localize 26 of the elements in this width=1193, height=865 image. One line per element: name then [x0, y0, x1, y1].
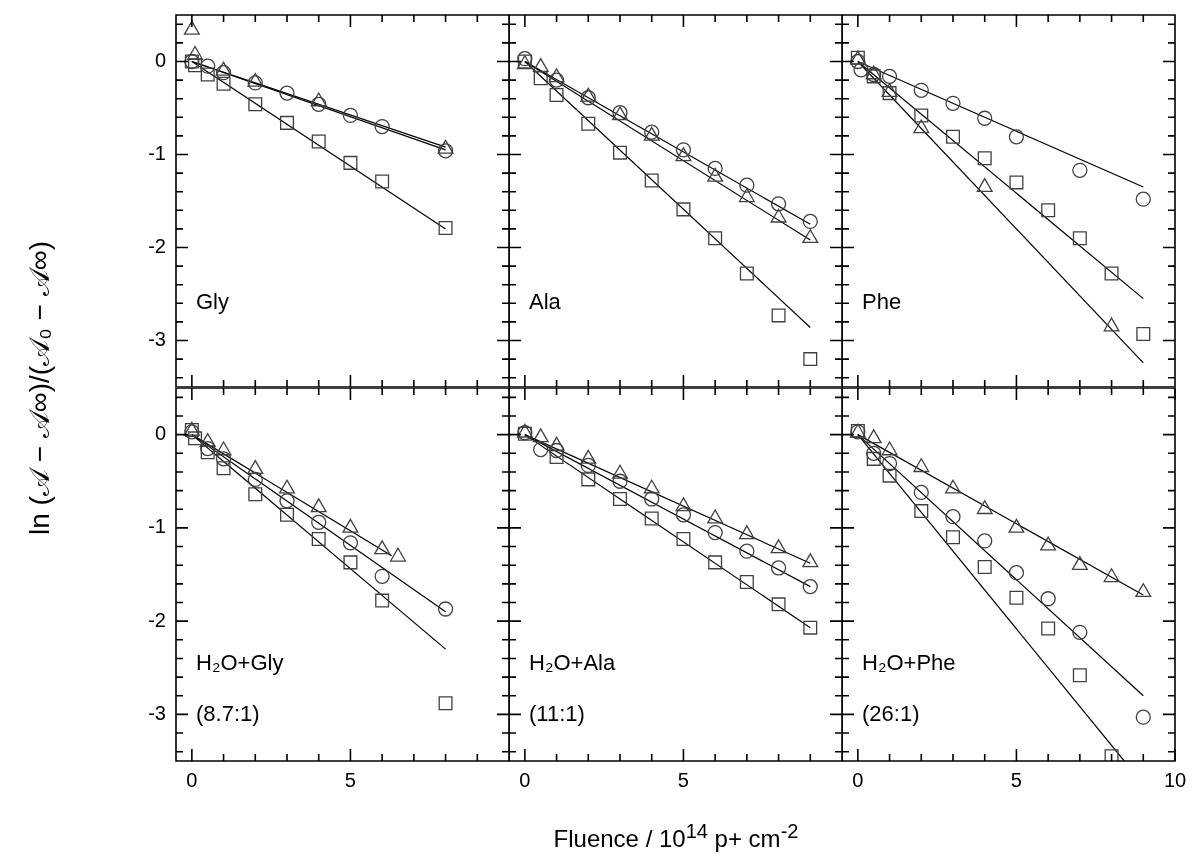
annotation: Phe [862, 289, 902, 315]
annotation: H₂O+Phe [862, 650, 956, 676]
x-tick-label: 0 [186, 768, 198, 791]
y-tick-label: 0 [154, 422, 166, 445]
x-tick-label: 5 [677, 768, 689, 791]
annotation: (26:1) [862, 701, 920, 727]
x-tick-label: 5 [1010, 768, 1022, 791]
y-tick-label: -2 [148, 608, 166, 631]
x-tick-label: 0 [852, 768, 864, 791]
annotation: (11:1) [529, 701, 585, 727]
annotation: Ala [529, 289, 562, 315]
y-tick-label: -1 [148, 515, 166, 538]
x-axis-title: Fluence / 10$^{14}$ p+ cm$^{-2}$ [553, 819, 799, 853]
x-tick-label: 10 [1163, 768, 1187, 791]
annotation: (8.7:1) [196, 701, 260, 727]
y-tick-label: -3 [148, 328, 166, 351]
y-tick-label: 0 [154, 49, 166, 72]
y-tick-label: -2 [148, 235, 166, 258]
y-axis-title: ln (𝒜 − 𝒜∞)/(𝒜₀ − 𝒜∞) [23, 240, 56, 536]
annotation: H₂O+Ala [529, 650, 616, 676]
annotation: H₂O+Gly [196, 650, 284, 676]
y-tick-label: -1 [148, 142, 166, 165]
x-tick-label: 5 [344, 768, 356, 791]
x-tick-label: 0 [519, 768, 531, 791]
y-tick-label: -3 [148, 701, 166, 724]
annotation: Gly [196, 289, 229, 315]
